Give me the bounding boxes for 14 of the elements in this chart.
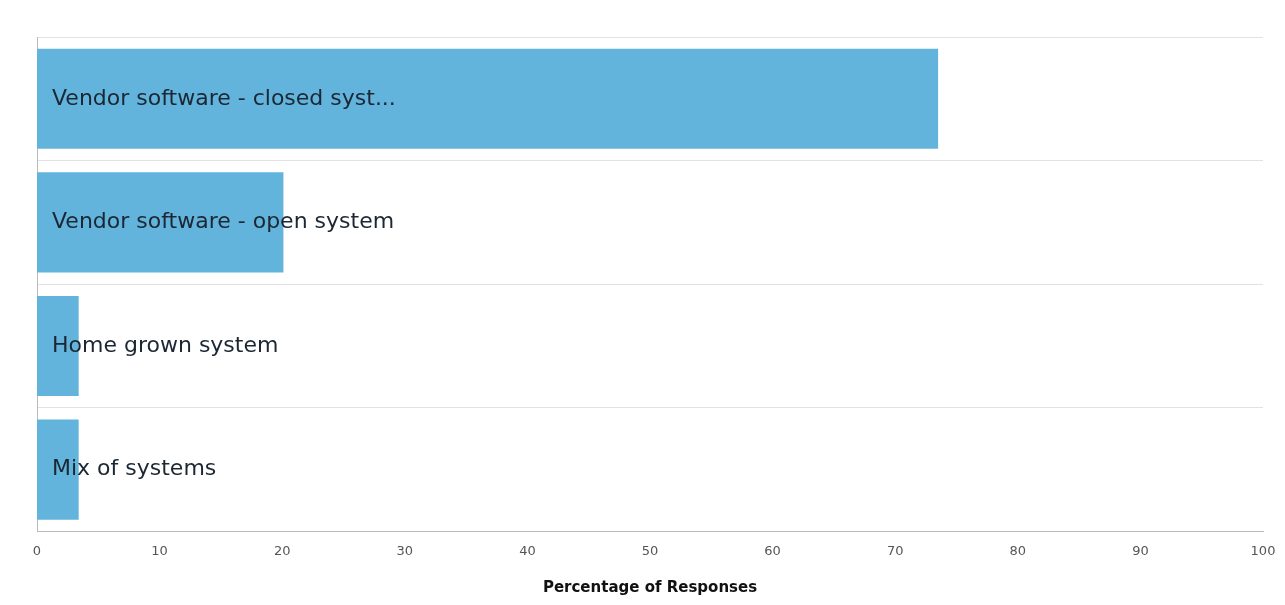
- x-tick-label: 90: [1132, 542, 1149, 558]
- x-tick-label: 20: [273, 542, 291, 558]
- x-tick-label: 10: [151, 542, 168, 558]
- x-tick-label: 0: [32, 542, 42, 558]
- x-axis-title: Percentage of Responses: [542, 577, 758, 596]
- x-tick-label: 30: [396, 542, 414, 558]
- x-tick-label: 60: [764, 542, 781, 558]
- x-tick-label: 80: [1009, 542, 1027, 558]
- x-tick-label: 70: [886, 542, 904, 558]
- x-tick-label: 100: [1250, 542, 1276, 558]
- y-tick-label: Vendor software - closed syst...: [52, 84, 396, 110]
- bar: [37, 48, 939, 149]
- x-tick-label: 40: [519, 542, 536, 558]
- x-tick-label: 50: [641, 542, 659, 558]
